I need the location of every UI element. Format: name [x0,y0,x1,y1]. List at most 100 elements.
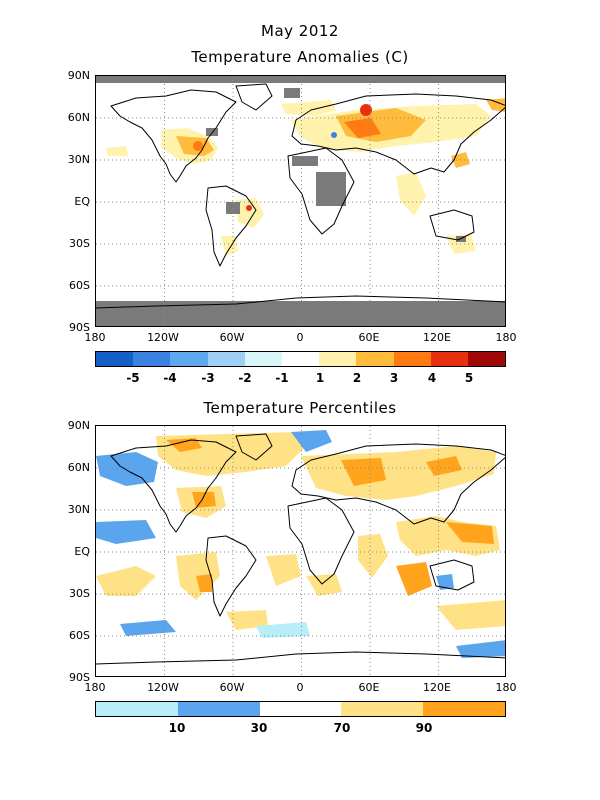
lon-label: 120W [147,331,179,344]
lat-label: 30N [67,503,90,516]
colorbar-swatch [341,702,424,716]
anomaly-patch [246,205,252,211]
lon-label: 180 [84,331,106,344]
anomaly-map-title: Temperature Anomalies (C) [191,48,409,66]
coast-africa [287,147,355,235]
percentile-patch [436,600,505,630]
anomaly-patch [331,132,337,138]
coast-greenland [235,433,273,461]
percentile-patch [266,554,301,586]
colorbar-label: 3 [389,371,399,385]
colorbar-swatch [319,352,357,366]
missing-data-band-north [96,76,505,83]
anomaly-patch [396,172,426,216]
percentile-patch [196,574,212,592]
percentile-patch [301,446,496,500]
lat-label: 90S [69,321,90,334]
percentile-patches [96,430,505,658]
anomaly-patch [360,104,372,116]
lon-label: 120E [423,331,451,344]
anomaly-colorbar [95,351,506,367]
colorbar-swatch [467,352,506,366]
percentile-patch [396,562,432,596]
colorbar-swatch [96,352,134,366]
percentile-patch [291,430,332,452]
map-date: May 2012 [261,22,339,40]
lat-label: 90S [69,671,90,684]
percentile-patch [256,622,310,638]
colorbar-label: 30 [250,721,268,735]
colorbar-swatch [133,352,171,366]
colorbar-label: -1 [275,371,289,385]
lon-label: 60W [219,331,245,344]
colorbar-swatch [281,352,320,366]
lon-label: 120E [423,681,451,694]
colorbar-label: 4 [427,371,437,385]
percentile-patch [426,456,462,476]
coast-greenland [235,83,273,111]
colorbar-swatch [259,702,342,716]
coastlines [96,433,505,665]
percentile-patch [341,458,386,486]
colorbar-label: -5 [126,371,140,385]
missing-data-band-south [96,301,505,326]
colorbar-swatch [356,352,394,366]
colorbar-swatch [96,702,178,716]
percentile-patch [446,522,494,544]
percentile-map [95,425,506,677]
percentile-patch [96,566,156,596]
anomaly-patch [281,100,336,116]
anomaly-map-canvas [96,76,505,326]
percentile-patch [226,610,268,630]
colorbar-label: 70 [333,721,351,735]
coast-antarctica [96,651,505,665]
coast-south-america [205,535,257,617]
coast-north-america [110,439,237,533]
colorbar-swatch [170,352,208,366]
percentile-patch [96,520,156,544]
coast-europe-asia [291,443,505,525]
percentile-patch [456,640,505,658]
lon-label: 60W [219,681,245,694]
colorbar-label: 10 [168,721,186,735]
lon-label: 120W [147,681,179,694]
graticule [96,426,505,676]
graticule [96,76,505,326]
colorbar-swatch [207,352,245,366]
percentile-patch [306,574,342,596]
percentile-map-canvas [96,426,505,676]
lat-label: EQ [74,545,90,558]
coast-antarctica [96,295,505,309]
lon-label: 60E [358,681,380,694]
percentile-map-title: Temperature Percentiles [203,399,397,417]
anomaly-patch [106,146,128,156]
lon-label: 180 [495,681,517,694]
coast-australia [429,559,475,591]
coast-europe-asia [291,93,505,175]
colorbar-label: -4 [163,371,177,385]
percentile-patch [96,452,158,486]
colorbar-label: 1 [315,371,325,385]
percentile-patch [156,432,306,476]
colorbar-swatch [177,702,260,716]
coast-north-america [110,89,237,183]
lat-label: 60N [67,461,90,474]
lat-label: 60S [69,629,90,642]
lat-label: 90N [67,69,90,82]
percentile-patch [436,574,454,590]
colorbar-label: 5 [464,371,474,385]
colorbar-swatch [423,702,505,716]
anomaly-patch [236,198,264,228]
lon-label: 0 [296,331,304,344]
percentile-patch [120,620,176,636]
coast-south-america [205,185,257,267]
colorbar-label: -2 [238,371,252,385]
lon-label: 0 [296,681,304,694]
colorbar-label: 90 [415,721,433,735]
anomaly-patches [106,98,505,256]
anomaly-map [95,75,506,327]
colorbar-label: 2 [352,371,362,385]
anomaly-patch [344,118,381,138]
colorbar-swatch [430,352,468,366]
lon-label: 180 [495,331,517,344]
